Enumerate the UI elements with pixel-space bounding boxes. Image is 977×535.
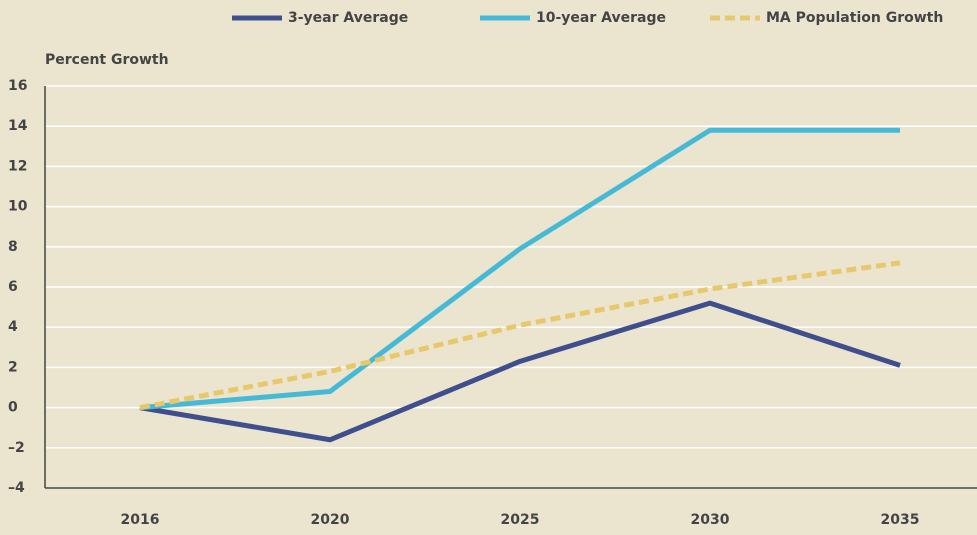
legend-label: MA Population Growth bbox=[766, 10, 943, 26]
legend-label: 3-year Average bbox=[288, 10, 408, 26]
y-tick-label: 16 bbox=[8, 78, 27, 94]
y-tick-label: 6 bbox=[8, 279, 18, 295]
x-tick-label: 2016 bbox=[121, 512, 160, 528]
legend-label: 10-year Average bbox=[536, 10, 666, 26]
x-tick-label: 2030 bbox=[691, 512, 730, 528]
y-tick-label: 10 bbox=[8, 199, 28, 215]
x-tick-label: 2020 bbox=[311, 512, 350, 528]
y-tick-label: –4 bbox=[8, 480, 25, 496]
series-line bbox=[139, 260, 901, 411]
series-line bbox=[139, 127, 900, 411]
y-tick-label: –2 bbox=[8, 440, 25, 456]
y-axis-label: Percent Growth bbox=[45, 52, 169, 68]
y-tick-label: 12 bbox=[8, 158, 27, 174]
y-tick-label: 14 bbox=[8, 118, 28, 134]
y-tick-label: 8 bbox=[8, 239, 18, 255]
x-tick-label: 2025 bbox=[501, 512, 540, 528]
y-tick-label: 2 bbox=[8, 359, 18, 375]
x-tick-label: 2035 bbox=[881, 512, 920, 528]
series-line bbox=[139, 300, 901, 443]
y-tick-label: 4 bbox=[8, 319, 18, 335]
y-tick-label: 0 bbox=[8, 400, 18, 416]
